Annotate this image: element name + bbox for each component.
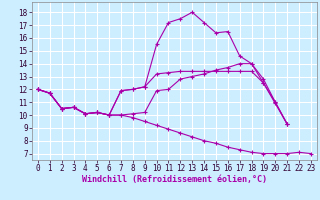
X-axis label: Windchill (Refroidissement éolien,°C): Windchill (Refroidissement éolien,°C) [82, 175, 267, 184]
